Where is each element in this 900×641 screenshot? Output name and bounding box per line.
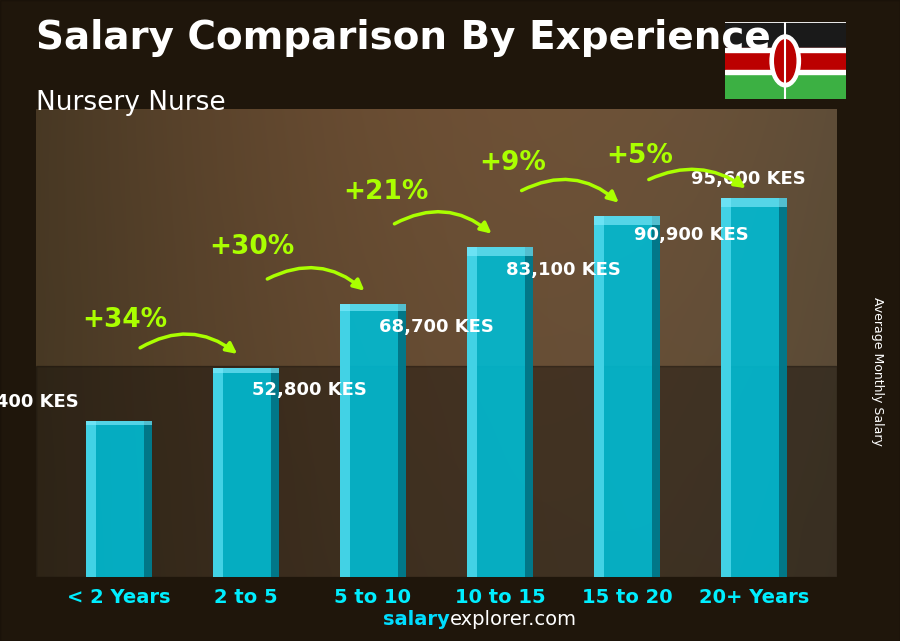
Bar	[340, 304, 350, 577]
Bar	[467, 247, 477, 577]
Text: 90,900 KES: 90,900 KES	[634, 226, 748, 244]
FancyBboxPatch shape	[467, 247, 533, 577]
Bar	[144, 420, 152, 577]
Bar	[212, 367, 222, 577]
Text: 39,400 KES: 39,400 KES	[0, 393, 79, 411]
Bar	[724, 71, 846, 74]
FancyBboxPatch shape	[721, 198, 788, 577]
Bar	[721, 198, 788, 207]
Ellipse shape	[770, 35, 800, 87]
Bar	[779, 198, 788, 577]
Bar	[271, 367, 279, 577]
Ellipse shape	[775, 40, 796, 82]
Text: +21%: +21%	[343, 179, 428, 205]
Bar	[724, 48, 846, 51]
FancyBboxPatch shape	[594, 217, 661, 577]
Text: Average Monthly Salary: Average Monthly Salary	[871, 297, 884, 446]
Text: +34%: +34%	[83, 308, 167, 333]
Text: salary: salary	[383, 610, 450, 629]
Bar	[724, 22, 846, 48]
Bar	[36, 367, 837, 577]
Text: 68,700 KES: 68,700 KES	[379, 318, 494, 336]
Text: +9%: +9%	[480, 150, 546, 176]
FancyBboxPatch shape	[212, 367, 279, 577]
Text: 83,100 KES: 83,100 KES	[507, 261, 621, 279]
FancyBboxPatch shape	[86, 420, 152, 577]
Bar	[212, 367, 279, 373]
Bar	[340, 304, 406, 312]
Text: 52,800 KES: 52,800 KES	[252, 381, 367, 399]
Bar	[594, 217, 604, 577]
Bar	[526, 247, 533, 577]
Bar	[467, 247, 533, 256]
Bar	[721, 198, 731, 577]
FancyBboxPatch shape	[340, 304, 406, 577]
Bar	[86, 420, 152, 424]
Bar	[398, 304, 406, 577]
Text: Salary Comparison By Experience: Salary Comparison By Experience	[36, 19, 770, 57]
Text: 95,600 KES: 95,600 KES	[690, 170, 806, 188]
Text: Nursery Nurse: Nursery Nurse	[36, 90, 226, 116]
Bar	[724, 74, 846, 99]
Bar	[86, 420, 95, 577]
Bar	[724, 48, 846, 74]
Text: +5%: +5%	[607, 143, 673, 169]
Text: +30%: +30%	[210, 235, 295, 260]
Text: explorer.com: explorer.com	[450, 610, 577, 629]
Bar	[594, 217, 661, 226]
Bar	[652, 217, 661, 577]
